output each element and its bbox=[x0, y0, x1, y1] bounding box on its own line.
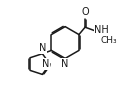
Text: N: N bbox=[42, 59, 50, 69]
Text: NH: NH bbox=[94, 26, 109, 35]
Text: N: N bbox=[61, 59, 69, 69]
Text: N: N bbox=[39, 43, 46, 53]
Text: CH₃: CH₃ bbox=[101, 36, 117, 45]
Text: O: O bbox=[81, 7, 89, 17]
